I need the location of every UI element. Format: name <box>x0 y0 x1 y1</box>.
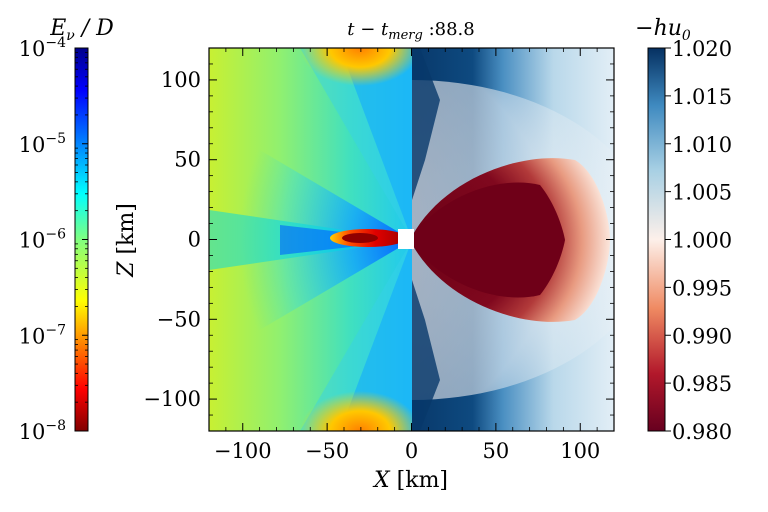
y-axis-label: Z [km] <box>114 203 139 278</box>
x-tick-label: 0 <box>405 439 418 463</box>
x-axis-label: X [km] <box>372 468 448 493</box>
colorbar-right-tick-label: 1.015 <box>672 85 732 109</box>
x-tick-label: −100 <box>214 439 272 463</box>
colorbar-right <box>647 47 666 432</box>
chart-title: t − tmerg :88.8 <box>347 19 474 43</box>
x-tick-label: 50 <box>483 439 510 463</box>
colorbar-right-ticks: 1.020 1.015 1.010 1.005 1.000 0.995 0.990 0.985… <box>665 37 732 444</box>
colorbar-left-tick-label: 10−4 <box>19 35 66 61</box>
x-tick-label: 100 <box>560 439 600 463</box>
colorbar-right-tick-label: 0.980 <box>672 420 732 444</box>
y-tick-label: 0 <box>188 228 201 252</box>
excised-center <box>398 229 414 249</box>
colorbar-right-tick-label: 0.985 <box>672 372 732 396</box>
right-panel-field <box>412 48 614 431</box>
y-tick-label: 100 <box>161 68 201 92</box>
colorbar-left-tick-label: 10−6 <box>19 227 66 253</box>
colorbar-left-title: Eν / D <box>49 16 114 44</box>
colorbar-left-ticks: 10−4 10−5 10−6 10−7 10−8 <box>19 35 88 444</box>
colorbar-right-tick-label: 1.000 <box>672 229 732 253</box>
colorbar-right-tick-label: 1.010 <box>672 133 732 157</box>
colorbar-left-tick-label: 10−5 <box>19 131 66 157</box>
colorbar-right-tick-label: 0.990 <box>672 324 732 348</box>
y-tick-label: −100 <box>143 387 201 411</box>
plot-axes: −100 −50 0 50 100 100 50 0 −50 −100 <box>143 47 615 463</box>
colorbar-right-tick-label: 0.995 <box>672 276 732 300</box>
colorbar-right-title: −hu0 <box>635 16 691 44</box>
x-tick-label: −50 <box>305 439 349 463</box>
colorbar-right-tick-label: 1.005 <box>672 181 732 205</box>
y-tick-label: −50 <box>157 307 201 331</box>
colorbar-left-tick-label: 10−8 <box>19 418 66 444</box>
colorbar-right-tick-label: 1.020 <box>672 37 732 61</box>
colorbar-left-tick-label: 10−7 <box>19 322 66 348</box>
left-panel-field <box>209 48 412 431</box>
y-tick-label: 50 <box>174 148 201 172</box>
